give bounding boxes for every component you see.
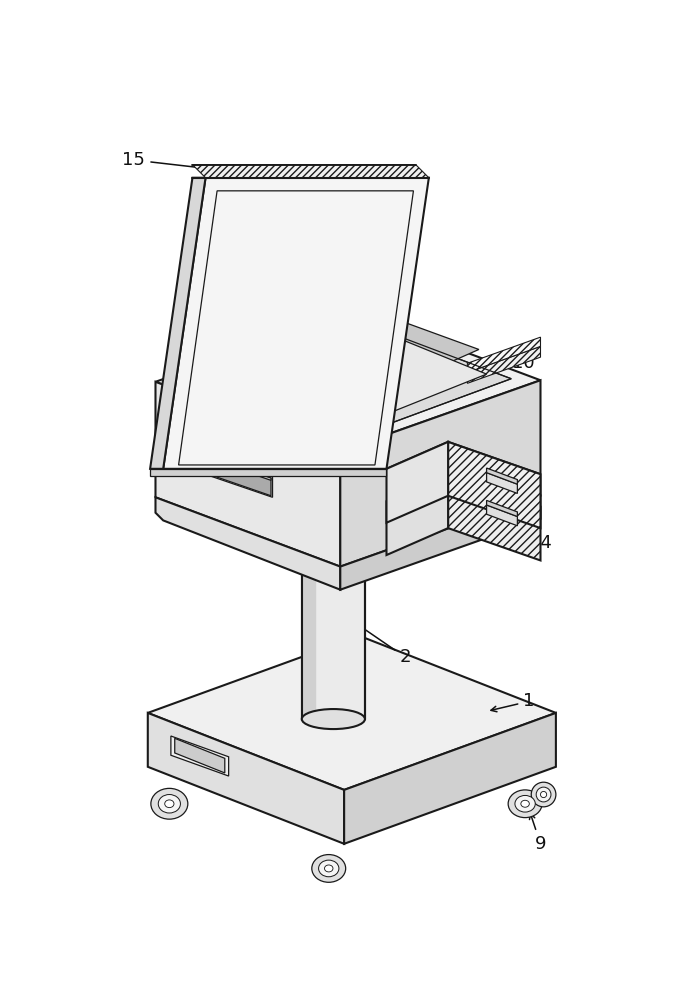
Ellipse shape xyxy=(285,493,382,523)
Polygon shape xyxy=(150,178,206,469)
Polygon shape xyxy=(163,178,429,469)
Text: 14: 14 xyxy=(506,529,552,552)
Polygon shape xyxy=(340,496,541,590)
Polygon shape xyxy=(448,442,541,528)
Polygon shape xyxy=(148,713,344,844)
Polygon shape xyxy=(148,636,556,790)
Polygon shape xyxy=(171,736,228,776)
Text: 9: 9 xyxy=(529,813,546,853)
Polygon shape xyxy=(155,311,541,451)
Text: 13: 13 xyxy=(168,448,204,468)
Polygon shape xyxy=(387,442,541,501)
Polygon shape xyxy=(155,497,340,590)
Polygon shape xyxy=(301,532,316,719)
Text: 1: 1 xyxy=(491,692,535,712)
Polygon shape xyxy=(340,380,541,567)
Polygon shape xyxy=(174,738,225,773)
Text: 5: 5 xyxy=(312,356,338,401)
Ellipse shape xyxy=(158,795,180,813)
Ellipse shape xyxy=(531,782,556,807)
Polygon shape xyxy=(200,317,487,433)
Ellipse shape xyxy=(508,790,542,818)
Polygon shape xyxy=(240,302,479,397)
Polygon shape xyxy=(467,337,541,373)
Polygon shape xyxy=(187,449,271,480)
Text: 2: 2 xyxy=(356,623,412,666)
Polygon shape xyxy=(487,500,517,517)
Polygon shape xyxy=(301,532,365,719)
Ellipse shape xyxy=(521,800,529,807)
Text: 10: 10 xyxy=(506,354,535,372)
Text: 3: 3 xyxy=(400,346,412,381)
Polygon shape xyxy=(187,449,271,496)
Ellipse shape xyxy=(301,709,365,729)
Polygon shape xyxy=(387,474,448,555)
Polygon shape xyxy=(487,505,517,526)
Polygon shape xyxy=(285,508,382,520)
Circle shape xyxy=(157,463,170,475)
Polygon shape xyxy=(150,469,387,476)
Ellipse shape xyxy=(151,788,188,819)
Text: 7: 7 xyxy=(518,454,535,475)
Polygon shape xyxy=(467,346,541,383)
Polygon shape xyxy=(487,468,517,484)
Polygon shape xyxy=(387,442,448,523)
Ellipse shape xyxy=(324,865,333,872)
Ellipse shape xyxy=(318,860,339,877)
Polygon shape xyxy=(155,382,340,567)
Polygon shape xyxy=(285,520,382,536)
Polygon shape xyxy=(344,713,556,844)
Polygon shape xyxy=(387,474,541,533)
Text: 15: 15 xyxy=(122,151,216,172)
Polygon shape xyxy=(448,474,541,560)
Ellipse shape xyxy=(165,800,174,808)
Polygon shape xyxy=(487,473,517,493)
Ellipse shape xyxy=(541,791,547,798)
Ellipse shape xyxy=(285,506,382,535)
Polygon shape xyxy=(200,376,340,443)
Polygon shape xyxy=(177,317,511,442)
Ellipse shape xyxy=(301,522,365,542)
Ellipse shape xyxy=(515,795,535,812)
Ellipse shape xyxy=(312,855,345,882)
Text: 4: 4 xyxy=(364,348,379,391)
Polygon shape xyxy=(193,165,429,178)
Text: 8: 8 xyxy=(327,225,365,308)
Text: 6: 6 xyxy=(483,450,510,472)
Ellipse shape xyxy=(536,787,551,802)
